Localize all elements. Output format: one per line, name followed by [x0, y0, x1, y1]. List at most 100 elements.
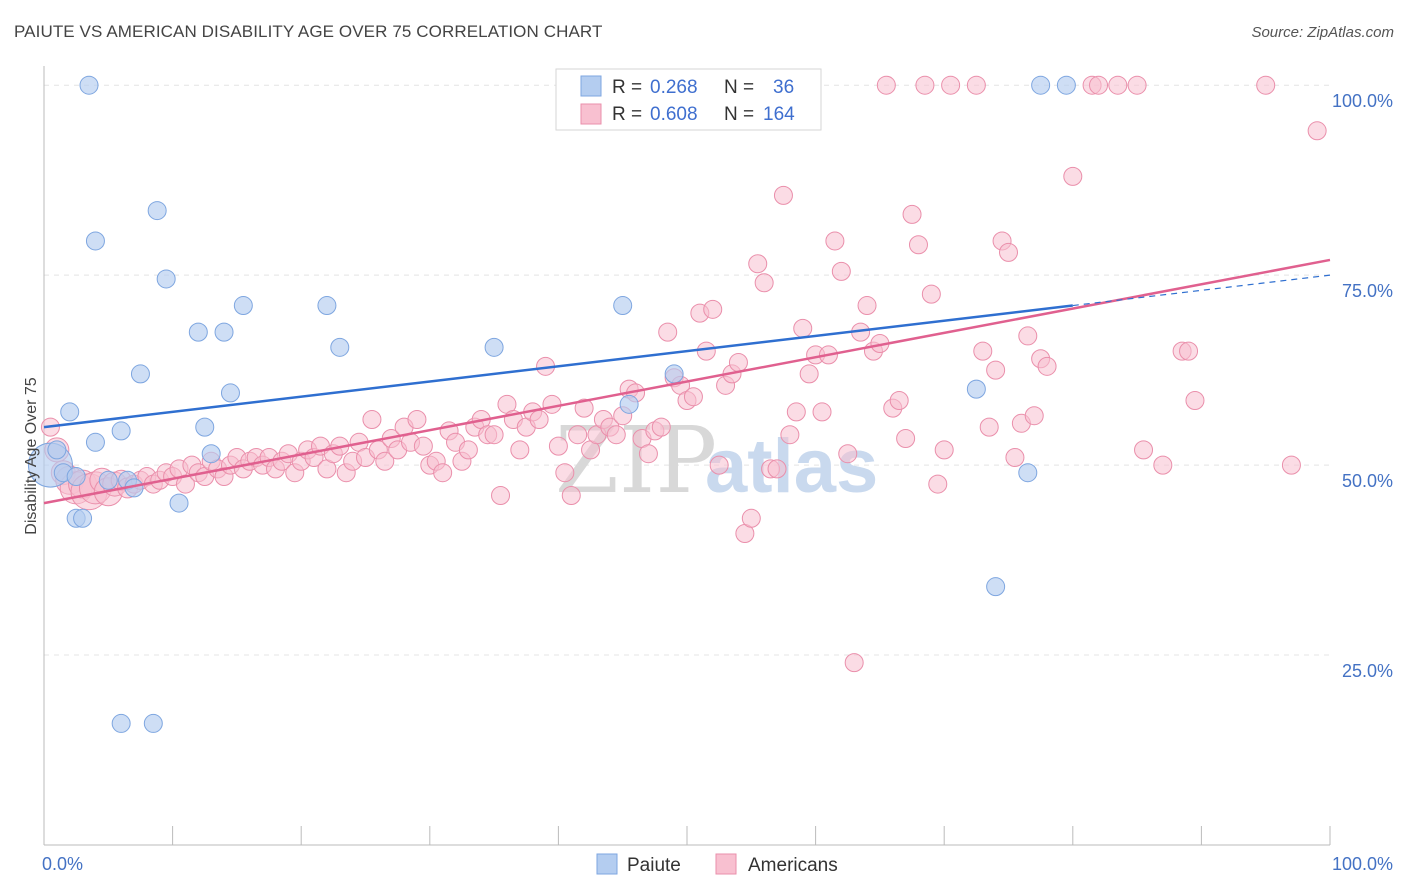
americans-point — [574, 398, 594, 418]
paiute-point — [47, 440, 67, 460]
americans-point — [529, 410, 549, 430]
americans-point — [966, 75, 986, 95]
americans-point — [606, 425, 626, 445]
americans-point — [638, 444, 658, 464]
americans-point — [375, 451, 395, 471]
americans-point — [902, 204, 922, 224]
americans-point — [928, 474, 948, 494]
paiute-point — [66, 466, 86, 486]
bottom-legend-swatch-americans — [715, 853, 737, 875]
americans-point — [548, 436, 568, 456]
bottom-legend-swatch-paiute — [596, 853, 618, 875]
americans-trend-line — [43, 258, 1331, 505]
paiute-point — [79, 75, 99, 95]
paiute-trend-line — [43, 304, 1073, 429]
legend-swatch-americans — [580, 103, 602, 125]
americans-point — [767, 459, 787, 479]
legend-r-value-2: 0.608 — [650, 104, 698, 125]
chart-source: Source: ZipAtlas.com — [1251, 24, 1394, 41]
americans-point — [1256, 75, 1276, 95]
americans-point — [812, 402, 832, 422]
americans-point — [709, 455, 729, 475]
americans-point — [876, 75, 896, 95]
americans-point — [857, 296, 877, 316]
paiute-points — [27, 75, 1076, 733]
legend-r-value-1: 0.268 — [650, 77, 698, 98]
americans-point — [568, 425, 588, 445]
americans-point — [754, 273, 774, 293]
americans-point — [413, 436, 433, 456]
y-axis-label: Disability Age Over 75 — [23, 377, 40, 535]
grid-layer — [44, 84, 1330, 656]
americans-point — [362, 410, 382, 430]
americans-point — [561, 485, 581, 505]
americans-point — [696, 341, 716, 361]
americans-point — [1185, 391, 1205, 411]
americans-point — [458, 440, 478, 460]
paiute-point — [60, 402, 80, 422]
paiute-point — [1018, 463, 1038, 483]
americans-point — [433, 463, 453, 483]
americans-point — [1108, 75, 1128, 95]
paiute-point — [111, 421, 131, 441]
americans-point — [555, 463, 575, 483]
americans-point — [542, 394, 562, 414]
y-tick-label: 75.0% — [1342, 281, 1393, 301]
trend-lines — [43, 258, 1331, 505]
paiute-point — [195, 417, 215, 437]
americans-point — [703, 299, 723, 319]
americans-point — [838, 444, 858, 464]
paiute-point — [201, 444, 221, 464]
americans-point — [780, 425, 800, 445]
paiute-point — [214, 322, 234, 342]
americans-point — [773, 185, 793, 205]
americans-point — [407, 410, 427, 430]
paiute-point — [317, 296, 337, 316]
americans-point — [728, 353, 748, 373]
americans-point — [1281, 455, 1301, 475]
paiute-point — [85, 432, 105, 452]
legend-n-label-1: N = — [724, 77, 759, 98]
americans-point — [999, 242, 1018, 262]
paiute-trend-extension — [1072, 274, 1331, 307]
americans-point — [1127, 75, 1147, 95]
americans-point — [915, 75, 935, 95]
legend-swatch-paiute — [580, 75, 602, 97]
bottom-legend-americans: Americans — [748, 855, 838, 876]
paiute-point — [147, 201, 167, 221]
x-tick-label-max: 100.0% — [1332, 854, 1393, 874]
y-tick-label: 100.0% — [1332, 91, 1393, 111]
paiute-point — [143, 713, 163, 733]
y-tick-label: 50.0% — [1342, 471, 1393, 491]
americans-point — [1018, 326, 1038, 346]
paiute-point — [188, 322, 208, 342]
americans-point — [844, 653, 864, 673]
bottom-legend-paiute: Paiute — [627, 855, 681, 876]
x-tick-label-min: 0.0% — [42, 854, 83, 874]
americans-point — [1307, 121, 1327, 141]
paiute-point — [484, 337, 504, 357]
paiute-point — [220, 383, 240, 403]
americans-point — [831, 261, 851, 281]
americans-point — [786, 402, 806, 422]
americans-point — [973, 341, 993, 361]
americans-point — [491, 485, 511, 505]
americans-point — [934, 440, 954, 460]
paiute-point — [130, 364, 150, 384]
americans-point — [651, 417, 671, 437]
watermark-zip: ZIP — [555, 407, 717, 514]
paiute-point — [613, 296, 633, 316]
paiute-point — [966, 379, 986, 399]
americans-point — [510, 440, 530, 460]
americans-point — [896, 429, 916, 449]
americans-point — [748, 254, 768, 274]
paiute-point — [986, 577, 1006, 597]
americans-point — [1024, 406, 1044, 426]
paiute-point — [233, 296, 253, 316]
americans-point — [484, 425, 504, 445]
legend-r-label-1: R = — [612, 77, 647, 98]
watermark: ZIP atlas — [555, 407, 878, 514]
paiute-point — [111, 713, 131, 733]
paiute-point — [98, 470, 118, 490]
americans-point — [941, 75, 961, 95]
